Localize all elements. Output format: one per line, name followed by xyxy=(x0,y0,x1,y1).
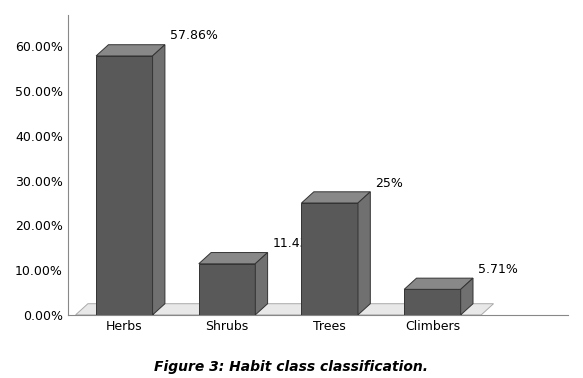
Text: 5.71%: 5.71% xyxy=(478,263,518,276)
Polygon shape xyxy=(96,56,153,315)
Text: 11.43%: 11.43% xyxy=(273,237,320,250)
Polygon shape xyxy=(76,304,494,315)
Text: Figure 3: Habit class classification.: Figure 3: Habit class classification. xyxy=(154,360,429,374)
Polygon shape xyxy=(96,45,165,56)
Text: 57.86%: 57.86% xyxy=(170,29,218,42)
Polygon shape xyxy=(461,278,473,315)
Polygon shape xyxy=(199,264,255,315)
Polygon shape xyxy=(199,253,268,264)
Polygon shape xyxy=(255,253,268,315)
Polygon shape xyxy=(404,289,461,315)
Polygon shape xyxy=(301,192,370,203)
Text: 25%: 25% xyxy=(375,177,403,190)
Polygon shape xyxy=(301,203,358,315)
Polygon shape xyxy=(153,45,165,315)
Polygon shape xyxy=(358,192,370,315)
Polygon shape xyxy=(404,278,473,289)
